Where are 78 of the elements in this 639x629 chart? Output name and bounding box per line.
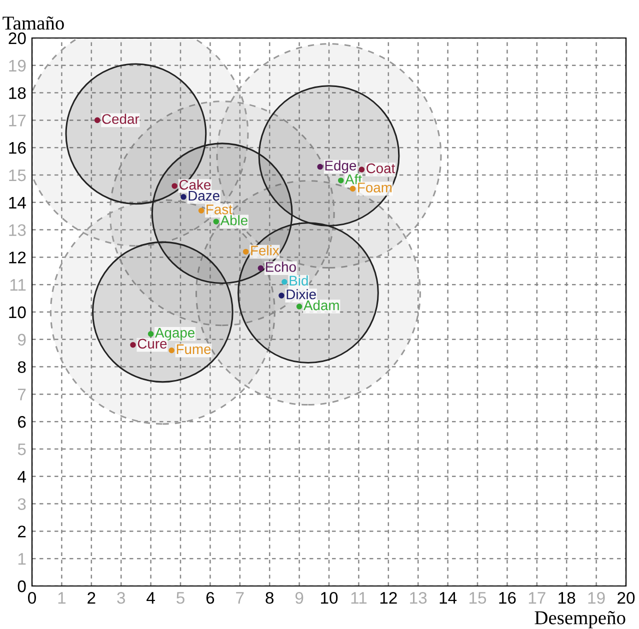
y-tick-label: 8 <box>18 361 26 374</box>
point <box>168 347 174 354</box>
point <box>278 292 284 298</box>
series-label: Fast <box>206 204 232 214</box>
y-tick-label: 18 <box>9 87 26 100</box>
point <box>148 331 154 337</box>
series-label: Agape <box>154 328 195 340</box>
point <box>350 186 356 192</box>
point <box>317 164 323 170</box>
point <box>198 208 204 214</box>
y-tick-label: 5 <box>18 444 26 456</box>
point <box>242 248 249 255</box>
x-tick-label: 0 <box>28 592 36 604</box>
x-tick-label: 7 <box>236 592 244 604</box>
series-label: Adam <box>303 300 339 310</box>
series-label: Fume <box>176 344 211 354</box>
series-label: Cake <box>179 179 211 190</box>
series-label: Aft <box>345 174 362 184</box>
x-tick-label: 1 <box>58 592 66 604</box>
y-tick-label: 15 <box>9 170 26 182</box>
y-tick-label: 13 <box>9 224 26 236</box>
y-tick-label: 19 <box>9 60 26 72</box>
point <box>172 183 178 189</box>
x-tick-label: 14 <box>440 592 457 604</box>
point <box>282 278 288 285</box>
point <box>180 194 186 200</box>
x-tick-label: 12 <box>380 592 397 604</box>
series-label: Edge <box>325 160 356 174</box>
x-axis-title: Desempeño <box>534 611 626 628</box>
x-tick-label: 11 <box>351 592 367 604</box>
y-tick-label: 4 <box>18 470 26 482</box>
x-tick-label: 19 <box>588 592 605 604</box>
series-label: Foam <box>358 182 392 192</box>
y-tick-label: 17 <box>9 114 26 126</box>
x-tick-label: 8 <box>266 592 274 604</box>
x-tick-label: 18 <box>558 592 576 604</box>
point <box>94 117 100 124</box>
point <box>358 166 365 172</box>
point <box>213 218 220 224</box>
y-tick-label: 6 <box>18 416 26 428</box>
series-label: Able <box>220 215 248 226</box>
x-tick-label: 4 <box>146 592 155 604</box>
y-tick-label: 16 <box>9 142 26 154</box>
x-tick-label: 15 <box>470 592 486 604</box>
x-tick-label: 17 <box>528 592 546 604</box>
series-label: Dixie <box>286 289 316 300</box>
y-tick-label: 7 <box>18 388 26 400</box>
series-label: Echo <box>266 262 296 272</box>
x-tick-label: 20 <box>618 592 635 604</box>
y-tick-label: 2 <box>18 526 26 538</box>
series-label: Daze <box>188 190 220 201</box>
point <box>130 342 136 348</box>
x-tick-label: 9 <box>295 592 304 604</box>
x-tick-label: 6 <box>206 592 214 604</box>
y-tick-label: 1 <box>18 553 26 565</box>
y-tick-label: 10 <box>9 306 26 318</box>
y-tick-label: 20 <box>8 32 26 44</box>
y-tick-label: 14 <box>9 196 26 208</box>
point <box>296 304 302 310</box>
series-label: Bid <box>290 275 308 286</box>
y-axis-title: Tamaño <box>2 16 64 30</box>
y-tick-label: 0 <box>18 580 26 592</box>
point <box>258 265 264 272</box>
series-label: Coat <box>366 163 396 174</box>
x-tick-label: 13 <box>410 592 427 604</box>
x-tick-label: 16 <box>499 592 516 604</box>
point <box>338 178 344 184</box>
y-tick-label: 3 <box>18 498 26 510</box>
y-tick-label: 11 <box>10 279 26 291</box>
y-tick-label: 12 <box>9 252 26 264</box>
x-tick-label: 2 <box>88 592 96 604</box>
x-tick-label: 3 <box>117 592 125 604</box>
y-tick-label: 9 <box>18 334 26 346</box>
series-label: Cedar <box>102 114 140 124</box>
x-tick-label: 5 <box>176 592 184 604</box>
series-label: Felix <box>251 245 280 256</box>
x-tick-label: 10 <box>321 592 338 604</box>
series-label: Cure <box>138 338 167 349</box>
